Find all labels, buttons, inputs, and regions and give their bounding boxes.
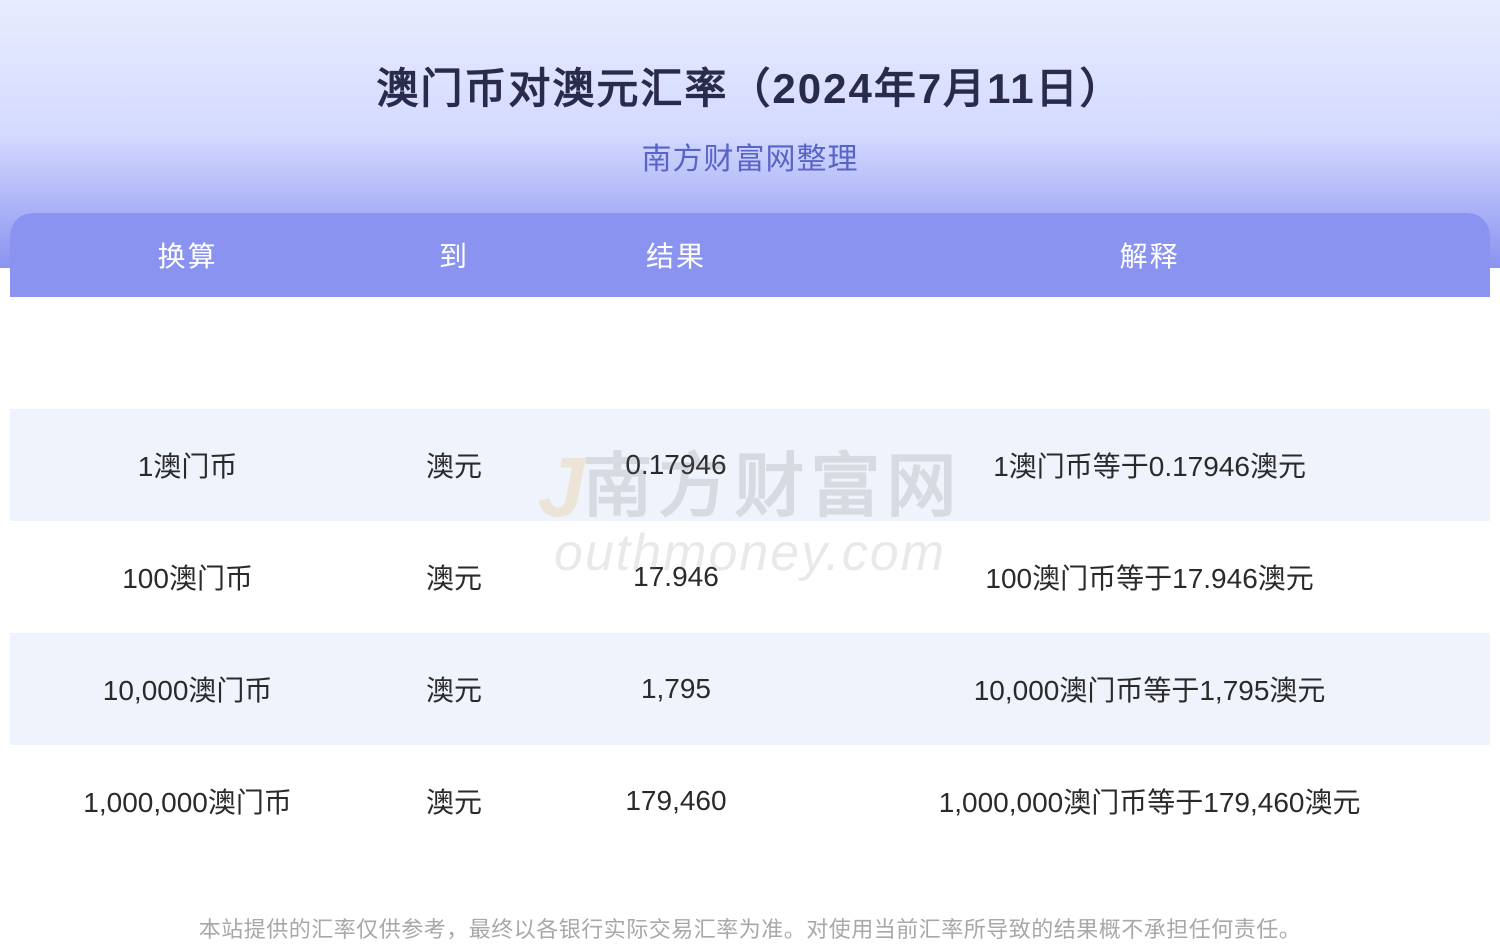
cell-result: 17.946 bbox=[543, 521, 809, 633]
exchange-rate-table-container: 换算 到 结果 解释 1澳门币 澳元 0.17946 1澳门币等于0.17946… bbox=[10, 213, 1490, 857]
cell-to: 澳元 bbox=[365, 633, 543, 745]
column-header-convert: 换算 bbox=[10, 213, 365, 297]
exchange-rate-table: 换算 到 结果 解释 1澳门币 澳元 0.17946 1澳门币等于0.17946… bbox=[10, 213, 1490, 857]
column-header-to: 到 bbox=[365, 213, 543, 297]
cell-convert: 1,000,000澳门币 bbox=[10, 745, 365, 857]
cell-to: 澳元 bbox=[365, 745, 543, 857]
table-row: 1澳门币 澳元 0.17946 1澳门币等于0.17946澳元 bbox=[10, 409, 1490, 521]
page-title: 澳门币对澳元汇率（2024年7月11日） bbox=[20, 55, 1480, 116]
spacer-row bbox=[10, 297, 1490, 409]
cell-convert: 10,000澳门币 bbox=[10, 633, 365, 745]
disclaimer-text: 本站提供的汇率仅供参考，最终以各银行实际交易汇率为准。对使用当前汇率所导致的结果… bbox=[0, 912, 1500, 944]
cell-result: 1,795 bbox=[543, 633, 809, 745]
page-subtitle: 南方财富网整理 bbox=[20, 134, 1480, 178]
column-header-result: 结果 bbox=[543, 213, 809, 297]
cell-explain: 10,000澳门币等于1,795澳元 bbox=[809, 633, 1490, 745]
cell-to: 澳元 bbox=[365, 521, 543, 633]
cell-convert: 1澳门币 bbox=[10, 409, 365, 521]
cell-explain: 100澳门币等于17.946澳元 bbox=[809, 521, 1490, 633]
table-row: 100澳门币 澳元 17.946 100澳门币等于17.946澳元 bbox=[10, 521, 1490, 633]
table-row: 1,000,000澳门币 澳元 179,460 1,000,000澳门币等于17… bbox=[10, 745, 1490, 857]
cell-result: 0.17946 bbox=[543, 409, 809, 521]
cell-convert: 100澳门币 bbox=[10, 521, 365, 633]
cell-to: 澳元 bbox=[365, 409, 543, 521]
column-header-explain: 解释 bbox=[809, 213, 1490, 297]
cell-result: 179,460 bbox=[543, 745, 809, 857]
cell-explain: 1澳门币等于0.17946澳元 bbox=[809, 409, 1490, 521]
cell-explain: 1,000,000澳门币等于179,460澳元 bbox=[809, 745, 1490, 857]
table-header-row: 换算 到 结果 解释 bbox=[10, 213, 1490, 297]
table-row: 10,000澳门币 澳元 1,795 10,000澳门币等于1,795澳元 bbox=[10, 633, 1490, 745]
